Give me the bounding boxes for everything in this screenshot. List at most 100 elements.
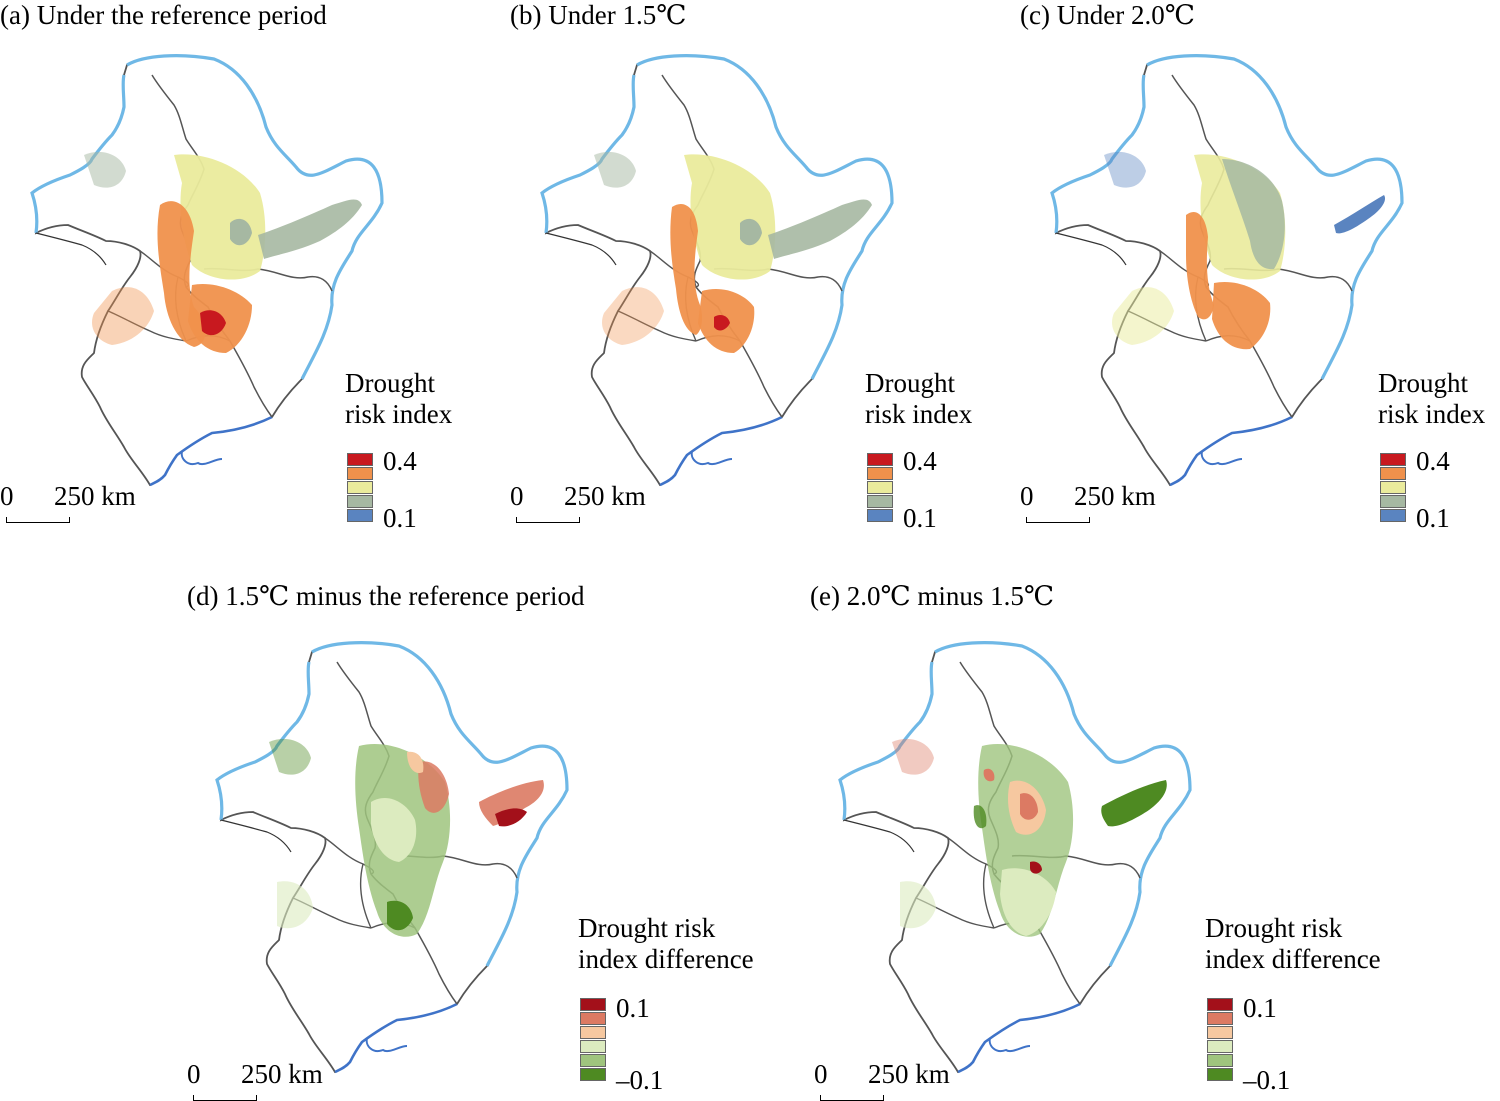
drought-risk-map xyxy=(30,54,384,487)
legend-swatch xyxy=(1207,1026,1233,1039)
legend-swatch xyxy=(580,1040,606,1053)
scale-line xyxy=(6,517,70,523)
region-orange-south xyxy=(1212,281,1271,350)
region-red xyxy=(200,310,226,336)
legend-swatch xyxy=(1207,998,1233,1011)
panel-a: (a) Under the reference period Drought r… xyxy=(0,0,500,540)
legend-swatch xyxy=(1207,1068,1233,1081)
region-green-big xyxy=(1222,159,1285,270)
legend-swatch xyxy=(580,1026,606,1039)
legend-swatch xyxy=(347,509,373,522)
legend-swatch xyxy=(1207,1040,1233,1053)
scale-bar: 0 250 km xyxy=(187,1061,357,1101)
legend-max: 0.1 xyxy=(1243,993,1277,1023)
region-darkgreen-west xyxy=(973,805,987,829)
scale-bar: 0 250 km xyxy=(0,483,170,523)
legend-swatch xyxy=(347,495,373,508)
legend-swatch xyxy=(1380,509,1406,522)
legend-swatch xyxy=(580,998,606,1011)
scale-line xyxy=(820,1095,884,1101)
scale-length: 250 km xyxy=(1074,481,1156,511)
scale-line xyxy=(516,517,580,523)
panel-d: (d) 1.5℃ minus the reference period Drou… xyxy=(185,580,795,1101)
region-sparse-west xyxy=(602,287,664,345)
legend-title-line1: Drought xyxy=(345,368,435,398)
scale-zero: 0 xyxy=(187,1059,201,1089)
legend-min: 0.1 xyxy=(903,503,937,533)
region-green-center xyxy=(740,218,762,246)
panel-title: (b) Under 1.5℃ xyxy=(510,0,687,30)
region-sparse-north xyxy=(84,151,126,188)
scale-length: 250 km xyxy=(54,481,136,511)
scale-length: 250 km xyxy=(241,1059,323,1089)
drought-risk-difference-map xyxy=(215,641,569,1074)
region-sparse-north xyxy=(1104,151,1146,188)
scale-line xyxy=(1026,517,1090,523)
legend-swatch xyxy=(580,1054,606,1067)
legend-max: 0.4 xyxy=(383,446,417,476)
legend-swatch xyxy=(347,453,373,466)
scale-line xyxy=(193,1095,257,1101)
region-red-center xyxy=(418,761,449,813)
legend-title-line2: risk index xyxy=(1378,399,1486,429)
legend-swatch xyxy=(347,481,373,494)
legend-min: 0.1 xyxy=(1416,503,1450,533)
legend-swatch xyxy=(867,495,893,508)
legend-title-line2: risk index xyxy=(345,399,453,429)
region-red xyxy=(714,315,730,331)
region-yellow xyxy=(174,154,266,280)
scale-bar: 0 250 km xyxy=(1020,483,1190,523)
legend-title-line1: Drought xyxy=(865,368,955,398)
legend-min: –0.1 xyxy=(616,1065,664,1095)
legend-swatch xyxy=(867,467,893,480)
scale-bar: 0 250 km xyxy=(510,483,680,523)
legend: Drought risk index difference 0.1 –0.1 xyxy=(578,913,793,1098)
region-red-west xyxy=(983,768,995,782)
region-darkgreen xyxy=(387,900,413,931)
legend-min: 0.1 xyxy=(383,503,417,533)
region-sparse-north xyxy=(892,738,934,775)
region-orange-west xyxy=(1186,211,1214,320)
drought-risk-map xyxy=(540,54,894,487)
region-sparse-west xyxy=(1112,287,1174,345)
region-green-center xyxy=(230,218,252,246)
legend-swatch xyxy=(347,467,373,480)
legend-title-line1: Drought xyxy=(1378,368,1468,398)
legend: Drought risk index 0.4 0.1 xyxy=(1378,368,1500,538)
region-lightgreen xyxy=(1000,868,1056,936)
region-sparse-north xyxy=(594,151,636,188)
legend-min: –0.1 xyxy=(1243,1065,1291,1095)
panel-title: (a) Under the reference period xyxy=(0,0,327,30)
legend: Drought risk index 0.4 0.1 xyxy=(345,368,495,538)
legend-swatch xyxy=(1380,453,1406,466)
panel-b: (b) Under 1.5℃ Drought risk index 0.4 0.… xyxy=(510,0,1010,540)
region-green-east xyxy=(258,199,362,259)
region-blue-east xyxy=(1334,195,1386,234)
scale-length: 250 km xyxy=(868,1059,950,1089)
legend-title-line2: index difference xyxy=(578,944,754,974)
region-sparse-west xyxy=(277,881,313,929)
scale-bar: 0 250 km xyxy=(814,1061,984,1101)
region-sparse-west xyxy=(92,287,154,345)
legend-swatch xyxy=(1207,1012,1233,1025)
panel-c: (c) Under 2.0℃ Drought risk index 0.4 0.… xyxy=(1020,0,1500,540)
legend-swatch xyxy=(1380,495,1406,508)
drought-risk-map xyxy=(1050,54,1404,487)
scale-zero: 0 xyxy=(0,481,14,511)
region-lightgreen xyxy=(371,798,417,862)
legend: Drought risk index 0.4 0.1 xyxy=(865,368,1015,538)
panel-title: (e) 2.0℃ minus 1.5℃ xyxy=(810,581,1055,611)
legend-max: 0.1 xyxy=(616,993,650,1023)
legend-swatch xyxy=(867,481,893,494)
legend-swatch xyxy=(580,1068,606,1081)
region-sparse-west xyxy=(900,881,936,929)
region-darkred-spot xyxy=(1030,861,1042,874)
legend-title-line1: Drought risk xyxy=(578,913,716,943)
scale-length: 250 km xyxy=(564,481,646,511)
scale-zero: 0 xyxy=(814,1059,828,1089)
legend-swatch xyxy=(867,509,893,522)
legend-swatch xyxy=(867,453,893,466)
region-green-east xyxy=(768,199,872,259)
legend-title-line2: risk index xyxy=(865,399,973,429)
legend-swatch xyxy=(1207,1054,1233,1067)
